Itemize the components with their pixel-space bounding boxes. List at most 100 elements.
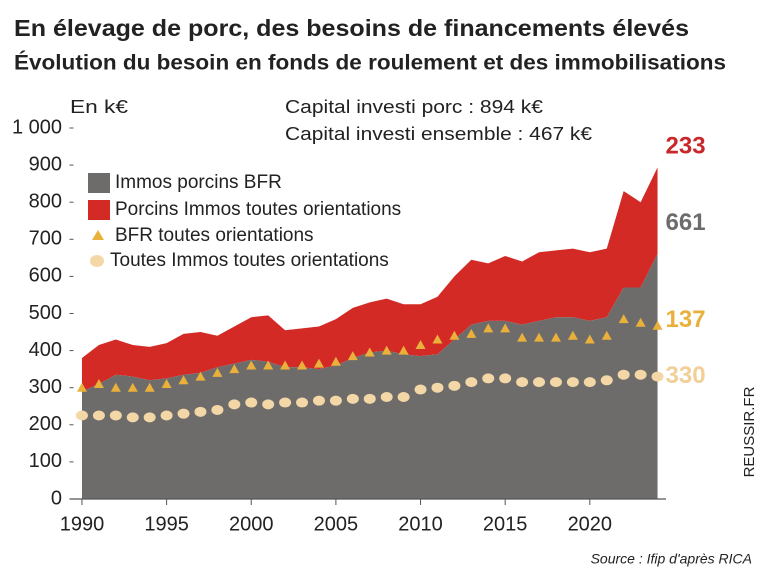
y-tick-label: 900 (29, 153, 62, 175)
watermark: REUSSIR.FR (741, 386, 758, 477)
legend-swatch (92, 230, 104, 240)
dot-marker (634, 369, 647, 380)
annotation: Capital investi porc : 894 k€ (285, 97, 543, 117)
chart-title: En élevage de porc, des besoins de finan… (14, 15, 689, 41)
dot-marker (617, 369, 630, 380)
dot-marker (549, 377, 562, 388)
triangle-marker (144, 382, 155, 392)
dot-marker (397, 391, 410, 402)
triangle-marker (550, 332, 561, 342)
value-label: 233 (666, 133, 706, 160)
dot-marker (651, 371, 664, 382)
x-tick-label: 2020 (568, 513, 613, 535)
triangle-marker (246, 360, 257, 370)
x-tick-label: 1990 (60, 513, 105, 535)
dot-marker (516, 377, 529, 388)
triangle-marker (280, 360, 291, 370)
triangle-marker (618, 314, 629, 324)
dot-marker (245, 397, 258, 408)
triangle-marker (195, 371, 206, 381)
legend-label: Porcins Immos toutes orientations (115, 199, 401, 220)
legend-swatch (88, 200, 110, 220)
y-tick-label: 200 (29, 413, 62, 435)
dot-marker (380, 391, 393, 402)
source: Source : Ifip d'après RICA (591, 551, 752, 567)
dot-marker (126, 412, 139, 423)
legend-swatch (88, 173, 110, 193)
legend-label: BFR toutes orientations (115, 225, 314, 246)
triangle-marker (466, 328, 477, 338)
dot-marker (143, 412, 156, 423)
legend: Immos porcins BFR Porcins Immos toutes or… (88, 172, 401, 271)
y-tick-label: 800 (29, 190, 62, 212)
triangle-marker (297, 360, 308, 370)
value-label: 661 (666, 209, 706, 236)
dot-marker (194, 406, 207, 417)
dot-marker (431, 382, 444, 393)
legend-label: Immos porcins BFR (115, 172, 282, 193)
y-tick-label: 100 (29, 450, 62, 472)
triangle-marker (381, 345, 392, 355)
triangle-marker (635, 317, 646, 327)
triangle-marker (584, 334, 595, 344)
dot-marker (363, 393, 376, 404)
y-tick-label: 300 (29, 376, 62, 398)
x-tick-label: 2010 (398, 513, 443, 535)
triangle-marker (93, 378, 104, 388)
triangle-marker (398, 345, 409, 355)
annotation: Capital investi ensemble : 467 k€ (285, 124, 592, 144)
dot-marker (329, 395, 342, 406)
dot-marker (279, 397, 292, 408)
dot-marker (75, 410, 88, 421)
triangle-marker (483, 323, 494, 333)
area (81, 253, 658, 499)
triangle-marker (161, 378, 172, 388)
triangle-marker (432, 334, 443, 344)
legend-label: Toutes Immos toutes orientations (110, 250, 389, 271)
chart-subtitle: Évolution du besoin en fonds de roulemen… (14, 52, 726, 75)
triangle-marker (330, 356, 341, 366)
triangle-marker (229, 364, 240, 374)
triangle-marker (500, 323, 511, 333)
legend-swatch (90, 255, 104, 267)
dot-marker (566, 377, 579, 388)
triangle-marker (364, 347, 375, 357)
x-tick-label: 1995 (144, 513, 189, 535)
x-tick-label: 2005 (314, 513, 359, 535)
triangle-marker (76, 382, 87, 392)
y-tick-label: 400 (29, 339, 62, 361)
dot-marker (262, 399, 275, 410)
y-tick-label: 500 (29, 302, 62, 324)
dot-marker (583, 377, 596, 388)
dot-marker (465, 377, 478, 388)
x-tick-label: 2015 (483, 513, 528, 535)
y-tick-label: 600 (29, 265, 62, 287)
dot-marker (211, 404, 224, 415)
dot-marker (228, 399, 241, 410)
triangle-marker (652, 320, 663, 330)
dot-marker (296, 397, 309, 408)
y-axis-label: En k€ (70, 97, 128, 117)
dot-marker (177, 408, 190, 419)
triangle-marker (313, 358, 324, 368)
triangle-marker (567, 330, 578, 340)
triangle-marker (178, 375, 189, 385)
area (81, 167, 658, 392)
dot-marker (482, 373, 495, 384)
dot-marker (160, 410, 173, 421)
dot-marker (448, 380, 461, 391)
dot-marker (346, 393, 359, 404)
value-label: 137 (666, 306, 706, 333)
triangle-marker (263, 360, 274, 370)
dot-marker (600, 375, 613, 386)
triangle-marker (127, 382, 138, 392)
triangle-marker (601, 330, 612, 340)
triangle-marker (415, 340, 426, 350)
dot-marker (414, 384, 427, 395)
triangle-marker (534, 332, 545, 342)
dot-marker (499, 373, 512, 384)
dot-marker (312, 395, 325, 406)
value-label: 330 (666, 362, 706, 389)
plot-area: 0 100 200 300 400 500 600 700 800 900 1 000 1990 199… (12, 116, 706, 535)
triangle-marker (517, 332, 528, 342)
